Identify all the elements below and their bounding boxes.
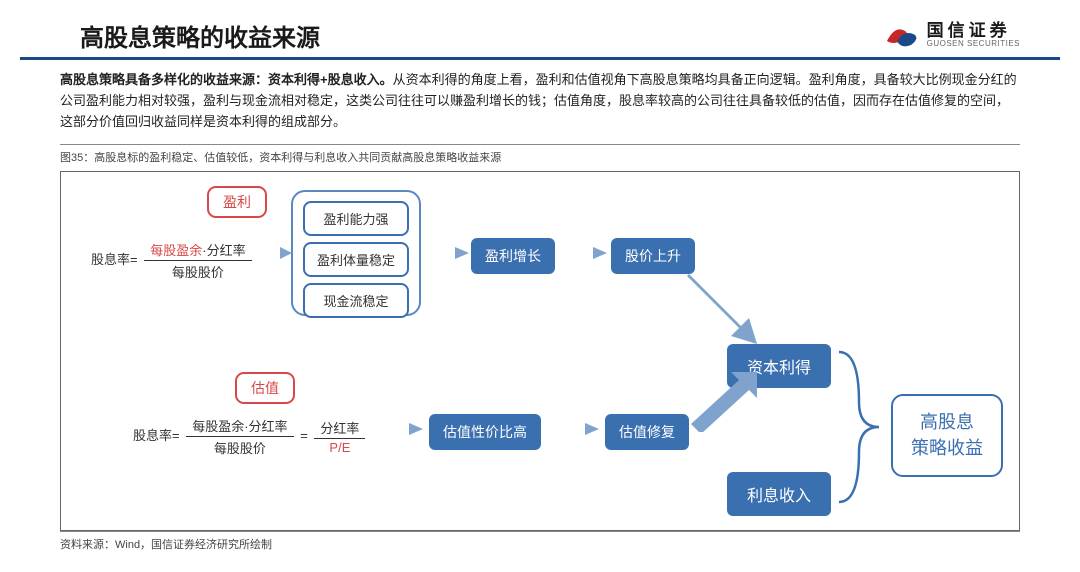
formula2-den2: P/E [314, 439, 365, 455]
trait-2: 盈利体量稳定 [303, 242, 409, 277]
figure-caption: 图35：高股息标的盈利稳定、估值较低，资本利得与利息收入共同贡献高股息策略收益来… [60, 144, 1020, 167]
arrow-icon [427, 244, 471, 262]
node-profit-growth: 盈利增长 [471, 238, 555, 274]
formula2-num2: 分红率 [314, 418, 365, 439]
formula2-eq: = [300, 428, 311, 443]
formula-num-red: 每股盈余 [150, 243, 202, 258]
page-title: 高股息策略的收益来源 [80, 18, 320, 53]
flowchart: 盈利 股息率= 每股盈余·分红率 每股股价 盈利能力强 盈利体量稳定 现金流稳定… [60, 171, 1020, 531]
arrow-icon [681, 270, 771, 350]
formula2-num: 每股盈余·分红率 [186, 416, 293, 437]
node-interest: 利息收入 [727, 472, 831, 516]
arrow-icon [563, 244, 609, 262]
logo-en: GUOSEN SECURITIES [927, 40, 1020, 49]
logo: 国信证券 GUOSEN SECURITIES [881, 21, 1020, 51]
logo-cn: 国信证券 [927, 22, 1020, 41]
formula-num-rest: ·分红率 [202, 243, 245, 258]
arrow-icon [685, 368, 765, 432]
source-line: 资料来源：Wind，国信证券经济研究所绘制 [60, 531, 1020, 552]
formula-valuation: 股息率= 每股盈余·分红率 每股股价 = 分红率 P/E [133, 416, 368, 457]
arrow-icon [256, 244, 294, 262]
node-val-high: 估值性价比高 [429, 414, 541, 450]
formula2-lhs: 股息率= [133, 428, 180, 443]
logo-icon [881, 21, 919, 51]
arrow-icon [381, 420, 425, 438]
arrow-icon [553, 420, 601, 438]
description: 高股息策略具备多样化的收益来源：资本利得+股息收入。从资本利得的角度上看，盈利和… [0, 60, 1080, 138]
brace-icon [835, 342, 885, 512]
header: 高股息策略的收益来源 国信证券 GUOSEN SECURITIES [20, 10, 1060, 60]
formula2-den: 每股股价 [186, 437, 293, 457]
node-val-repair: 估值修复 [605, 414, 689, 450]
formula-den: 每股股价 [144, 261, 251, 281]
result-l2: 策略收益 [911, 438, 983, 458]
tag-valuation: 估值 [235, 372, 295, 404]
tag-profit: 盈利 [207, 186, 267, 218]
desc-bold: 高股息策略具备多样化的收益来源：资本利得+股息收入。 [60, 72, 393, 87]
result-l1: 高股息 [920, 412, 974, 432]
node-price-up: 股价上升 [611, 238, 695, 274]
group-profit-traits: 盈利能力强 盈利体量稳定 现金流稳定 [291, 190, 421, 316]
trait-1: 盈利能力强 [303, 201, 409, 236]
result-box: 高股息 策略收益 [891, 394, 1003, 476]
trait-3: 现金流稳定 [303, 283, 409, 318]
formula-lhs: 股息率= [91, 252, 138, 267]
formula-profit: 股息率= 每股盈余·分红率 每股股价 [91, 240, 255, 281]
logo-text: 国信证券 GUOSEN SECURITIES [927, 22, 1020, 49]
